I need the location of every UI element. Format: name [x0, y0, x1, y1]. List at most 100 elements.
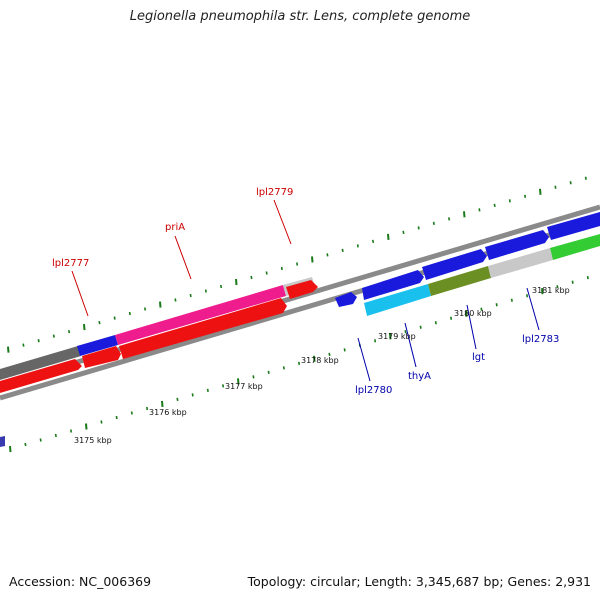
tick-mark-lower: [495, 303, 498, 307]
tick-mark-upper: [493, 203, 496, 207]
kbp-label-3179: 3179 kbp: [378, 332, 416, 341]
tick-mark-lower: [419, 325, 422, 329]
tick-mark-lower: [85, 423, 88, 430]
tick-mark-lower: [298, 361, 301, 365]
tick-mark-lower: [237, 378, 240, 385]
tick-mark-upper: [569, 181, 572, 185]
accession-text: Accession: NC_006369: [9, 574, 152, 589]
feature-priA[interactable]: [115, 285, 286, 345]
tick-mark-upper: [584, 176, 587, 180]
tick-mark-upper: [83, 323, 86, 331]
tick-mark-lower: [206, 388, 209, 393]
tick-mark-lower: [571, 280, 574, 284]
tick-mark-lower: [54, 433, 57, 438]
pointer-lpl2780: [357, 337, 371, 382]
tick-mark-lower: [465, 310, 468, 317]
tick-mark-lower: [480, 307, 483, 311]
tick-mark-upper: [235, 278, 238, 286]
kbp-label-3177: 3177 kbp: [225, 382, 263, 391]
feature-edge-blue[interactable]: [0, 436, 5, 447]
feature-blue-1[interactable]: [362, 270, 424, 300]
feature-lpl2783[interactable]: [488, 248, 553, 278]
gene-label-lpl2783[interactable]: lpl2783: [522, 334, 559, 345]
feature-red-2[interactable]: [82, 346, 121, 368]
tick-mark-upper: [387, 233, 390, 240]
pointer-lpl2783: [526, 287, 540, 331]
tick-mark-upper: [189, 293, 192, 298]
feature-red-4[interactable]: [286, 280, 318, 299]
tick-mark-lower: [115, 415, 118, 420]
tick-mark-upper: [508, 199, 511, 203]
tick-mark-lower: [328, 352, 331, 356]
tick-mark-upper: [448, 217, 451, 221]
tick-mark-lower: [222, 384, 225, 388]
tick-mark-upper: [280, 266, 283, 271]
tick-mark-lower: [130, 411, 133, 415]
tick-mark-upper: [174, 298, 177, 302]
feature-lpl2777[interactable]: [77, 335, 118, 356]
gene-label-thyA[interactable]: thyA: [408, 371, 431, 382]
kbp-label-3176: 3176 kbp: [149, 408, 187, 417]
pointer-lpl2777: [71, 270, 89, 317]
tick-mark-upper: [128, 311, 131, 316]
feature-blue-2[interactable]: [422, 249, 487, 280]
map-title: Legionella pneumophila str. Lens, comple…: [129, 9, 471, 24]
tick-mark-upper: [478, 208, 481, 212]
gene-label-lpl2780[interactable]: lpl2780: [355, 385, 392, 396]
tick-mark-lower: [39, 438, 42, 442]
feature-thyA[interactable]: [364, 284, 431, 316]
feature-gray-left[interactable]: [0, 346, 81, 380]
tick-mark-upper: [402, 230, 405, 235]
kbp-label-3180: 3180 kbp: [454, 309, 492, 318]
feature-blue-small[interactable]: [335, 292, 357, 307]
tick-mark-upper: [22, 343, 25, 347]
tick-mark-lower: [146, 406, 149, 411]
feature-red-1[interactable]: [0, 359, 82, 393]
tick-mark-lower: [526, 294, 529, 298]
tick-mark-upper: [341, 248, 344, 253]
gene-label-lgt[interactable]: lgt: [472, 352, 485, 363]
kbp-label-3178: 3178 kbp: [301, 356, 339, 365]
tick-mark-upper: [265, 271, 268, 275]
tick-mark-lower: [161, 400, 164, 408]
tick-mark-upper: [144, 307, 147, 311]
feature-blue-4[interactable]: [547, 212, 600, 240]
tick-mark-upper: [220, 284, 223, 289]
feature-red-3[interactable]: [119, 298, 287, 359]
tick-mark-lower: [434, 321, 437, 325]
tick-mark-upper: [432, 221, 435, 225]
tick-mark-lower: [343, 348, 346, 352]
tick-mark-upper: [372, 239, 375, 244]
tick-marks-upper: [7, 176, 587, 353]
pointer-lpl2779: [273, 199, 292, 245]
tick-mark-upper: [204, 289, 207, 293]
tick-mark-lower: [313, 355, 316, 362]
tick-mark-upper: [250, 275, 253, 280]
tick-mark-upper: [524, 194, 527, 198]
pointer-thyA: [404, 322, 417, 368]
tick-mark-upper: [296, 262, 299, 266]
tick-mark-upper: [356, 244, 359, 248]
tick-mark-upper: [113, 316, 116, 320]
kbp-label-3181: 3181 kbp: [532, 286, 570, 295]
tick-marks-lower: [9, 276, 589, 453]
tick-mark-lower: [9, 445, 12, 453]
genome-summary-text: Topology: circular; Length: 3,345,687 bp…: [247, 574, 591, 589]
tick-mark-upper: [554, 185, 557, 189]
tick-mark-upper: [463, 211, 466, 218]
tick-mark-lower: [100, 420, 103, 424]
gene-label-priA[interactable]: priA: [165, 222, 185, 233]
gene-label-lpl2779[interactable]: lpl2779: [256, 187, 293, 198]
feature-blue-3[interactable]: [485, 230, 549, 260]
tick-mark-lower: [556, 285, 559, 289]
gene-label-lpl2777[interactable]: lpl2777: [52, 258, 89, 269]
tick-mark-lower: [450, 316, 453, 320]
tick-mark-lower: [267, 370, 270, 375]
tick-mark-upper: [539, 188, 542, 195]
feature-green[interactable]: [550, 234, 600, 260]
tick-mark-upper: [68, 329, 71, 334]
tick-mark-lower: [282, 366, 285, 370]
feature-lgt[interactable]: [428, 266, 491, 296]
tick-mark-lower: [252, 375, 255, 379]
